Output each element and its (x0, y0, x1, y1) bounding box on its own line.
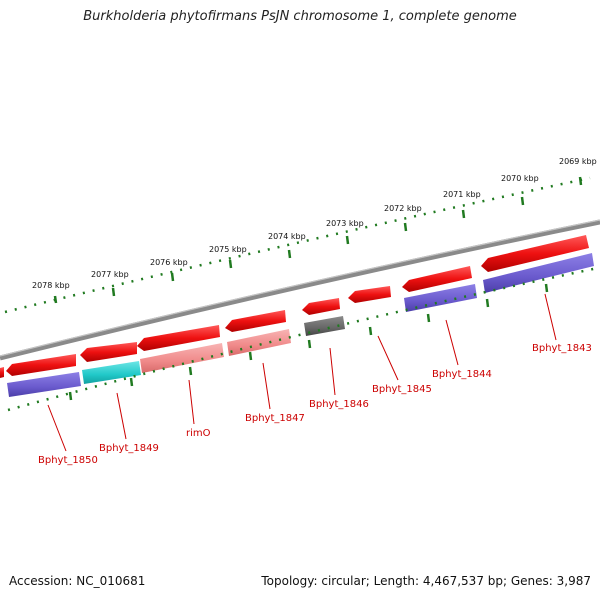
cds-box[interactable] (140, 343, 224, 373)
gene-label-bphyt-1844[interactable]: Bphyt_1844 (432, 369, 492, 380)
gene-arrow[interactable] (225, 310, 286, 332)
leader-line (544, 293, 557, 341)
cds-box[interactable] (404, 284, 477, 312)
inner-major-ticks (68, 283, 549, 401)
major-tick (53, 295, 58, 304)
tick-ring-outer (4, 176, 591, 314)
major-tick (68, 391, 73, 401)
gene-label-bphyt-1847[interactable]: Bphyt_1847 (245, 413, 305, 424)
kbp-label: 2070 kbp (501, 174, 539, 183)
major-tick (345, 235, 350, 245)
leader-line (262, 362, 271, 410)
gene-label-bphyt-1850[interactable]: Bphyt_1850 (38, 455, 98, 466)
gene-arrow[interactable] (6, 354, 76, 376)
major-tick (426, 313, 431, 323)
major-tick-marks (53, 176, 583, 304)
major-tick (520, 196, 525, 206)
leader-line (329, 347, 336, 396)
cds-box[interactable] (227, 329, 291, 356)
leader-line (445, 319, 459, 366)
major-tick (248, 351, 253, 361)
cds-box[interactable] (304, 316, 345, 336)
genome-backbone (0, 219, 600, 361)
gene-arrow[interactable] (80, 342, 137, 362)
cds-features (7, 253, 594, 397)
major-tick (111, 287, 116, 297)
major-tick (544, 283, 549, 293)
gene-label-bphyt-1849[interactable]: Bphyt_1849 (99, 443, 159, 454)
gene-arrow[interactable] (348, 286, 391, 303)
gene-arrow[interactable] (402, 266, 472, 292)
gene-arrow[interactable] (302, 298, 340, 315)
kbp-label: 2076 kbp (150, 258, 188, 267)
major-tick (188, 366, 193, 376)
major-tick (228, 259, 233, 269)
forward-strand-genes (0, 235, 589, 378)
gene-label-bphyt-1843[interactable]: Bphyt_1843 (532, 343, 592, 354)
accession-text: Accession: NC_010681 (9, 574, 146, 588)
gene-label-rimo[interactable]: rimO (186, 428, 211, 439)
major-tick (170, 272, 175, 282)
leader-line (116, 392, 127, 440)
leader-line (377, 335, 399, 381)
gene-label-bphyt-1846[interactable]: Bphyt_1846 (309, 399, 369, 410)
kbp-label: 2072 kbp (384, 204, 422, 213)
kbp-label: 2077 kbp (91, 270, 129, 279)
kbp-label: 2074 kbp (268, 232, 306, 241)
kbp-label: 2078 kbp (32, 281, 70, 290)
gene-arrow[interactable] (137, 325, 220, 351)
major-tick (287, 249, 292, 259)
major-tick (461, 209, 466, 219)
cds-box[interactable] (483, 253, 594, 293)
major-tick (578, 176, 583, 186)
cds-box[interactable] (7, 372, 81, 397)
map-title: Burkholderia phytofirmans PsJN chromosom… (83, 9, 517, 24)
gene-arrow[interactable] (0, 367, 4, 378)
leader-line (188, 379, 195, 425)
tick-ring-inner (7, 266, 599, 412)
leader-line (47, 404, 67, 452)
major-tick (129, 377, 134, 387)
major-tick (403, 222, 408, 232)
genome-backbone-highlight (0, 219, 600, 357)
label-leaders (47, 293, 557, 452)
kbp-label: 2075 kbp (209, 245, 247, 254)
cds-box[interactable] (82, 361, 141, 384)
kbp-label: 2073 kbp (326, 219, 364, 228)
kbp-label: 2071 kbp (443, 190, 481, 199)
topology-text: Topology: circular; Length: 4,467,537 bp… (261, 574, 591, 588)
major-tick (368, 326, 373, 336)
major-tick (485, 298, 490, 308)
gene-arrow[interactable] (481, 235, 589, 272)
gene-label-bphyt-1845[interactable]: Bphyt_1845 (372, 384, 432, 395)
major-tick (307, 339, 312, 349)
kbp-label: 2069 kbp (559, 157, 597, 166)
